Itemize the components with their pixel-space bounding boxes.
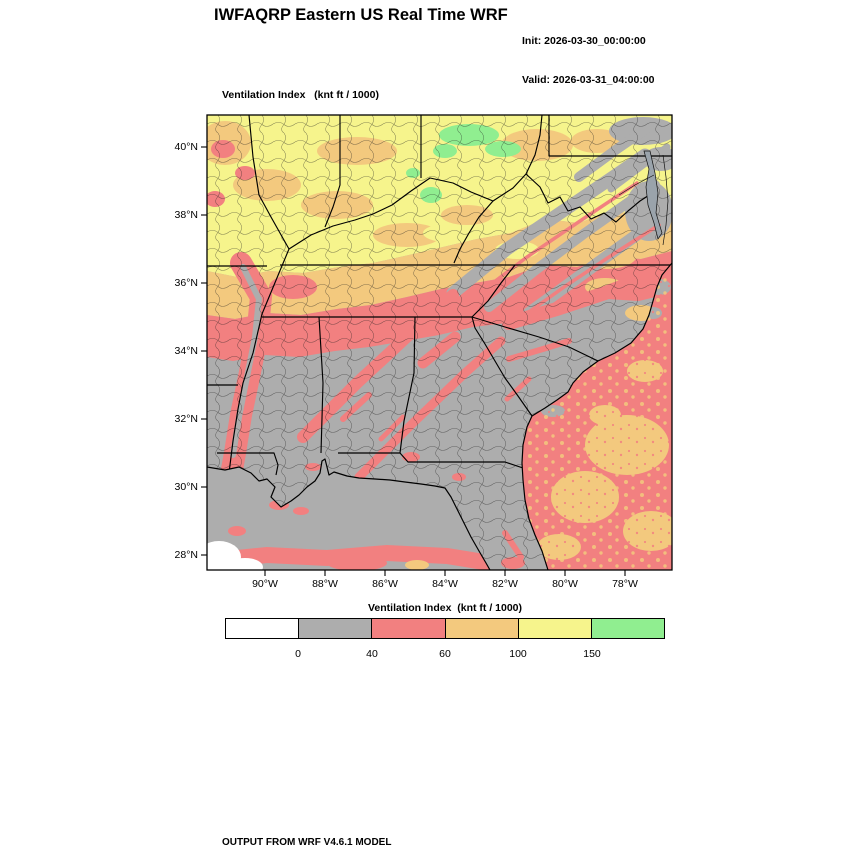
lon-label: 84°W: [432, 578, 458, 590]
footer-line1: OUTPUT FROM WRF V4.6.1 MODEL: [222, 837, 392, 848]
page-title: IWFAQRP Eastern US Real Time WRF: [214, 6, 508, 24]
gulf-of-mexico: [207, 458, 491, 570]
lon-label: 90°W: [252, 578, 278, 590]
colorbar-segment: [226, 619, 299, 638]
lat-label: 32°N: [174, 413, 198, 425]
colorbar-tick-label: 40: [366, 648, 378, 660]
lat-ticks: [201, 146, 207, 556]
lat-label: 30°N: [174, 481, 198, 493]
map-frame: [201, 114, 673, 576]
lon-label: 88°W: [312, 578, 338, 590]
state-borders: [207, 115, 672, 476]
lon-ticks: [264, 570, 626, 576]
colorbar-segment: [371, 619, 445, 638]
colorbar-segment: [590, 619, 665, 638]
colorbar-title: Ventilation Index (knt ft / 1000): [367, 602, 523, 614]
lon-label: 78°W: [612, 578, 638, 590]
lat-label: 34°N: [174, 345, 198, 357]
field-label: Ventilation Index (knt ft / 1000): [222, 89, 379, 101]
colorbar-tick-label: 100: [509, 648, 527, 660]
map-art: [207, 115, 672, 570]
lat-label: 28°N: [174, 549, 198, 561]
gulf-coastline: [207, 458, 491, 570]
colorbar-segment: [298, 619, 372, 638]
lat-label: 36°N: [174, 277, 198, 289]
colorbar-tick-label: 150: [583, 648, 601, 660]
lat-label: 38°N: [174, 209, 198, 221]
lat-label: 40°N: [174, 141, 198, 153]
colorbar: [225, 618, 665, 639]
colorbar-tick-label: 60: [439, 648, 451, 660]
atlantic-coastline: [521, 262, 672, 570]
colorbar-tick-label: 0: [295, 648, 301, 660]
lon-label: 86°W: [372, 578, 398, 590]
colorbar-segment: [444, 619, 518, 638]
map-plot: [201, 114, 673, 576]
lon-label: 80°W: [552, 578, 578, 590]
footer-annotation: OUTPUT FROM WRF V4.6.1 MODEL WE = 1000 ;…: [222, 810, 649, 850]
init-time-label: Init: 2026-03-30_00:00:00: [522, 35, 646, 47]
chesapeake-bay: [618, 150, 669, 246]
model-times: Init: 2026-03-30_00:00:00 Valid: 2026-03…: [522, 9, 655, 113]
lon-label: 82°W: [492, 578, 518, 590]
valid-time-label: Valid: 2026-03-31_04:00:00: [522, 74, 655, 86]
colorbar-segment: [517, 619, 591, 638]
